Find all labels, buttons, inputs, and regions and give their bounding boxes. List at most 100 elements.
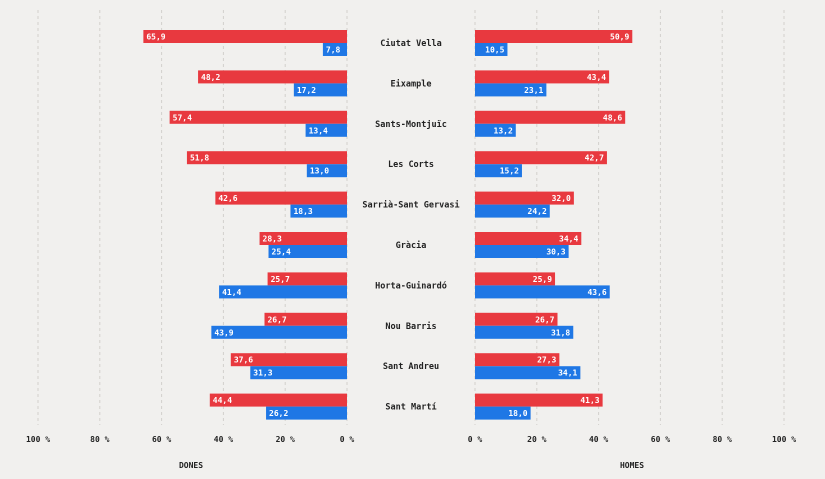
left-tick-label: 0 % xyxy=(340,435,355,444)
bar-right-blue-sant-marti xyxy=(475,406,531,420)
data-label-right-red-sant-marti: 41,3 xyxy=(580,396,599,405)
data-label-left-blue-les-corts: 13,0 xyxy=(310,167,329,176)
right-tick-label: 100 % xyxy=(772,435,796,444)
left-tick-label: 80 % xyxy=(90,435,109,444)
data-label-left-red-les-corts: 51,8 xyxy=(190,154,209,163)
data-label-left-blue-sant-andreu: 31,3 xyxy=(253,369,272,378)
data-label-right-red-nou-barris: 26,7 xyxy=(535,315,554,324)
bar-left-blue-les-corts xyxy=(306,164,347,178)
category-label-sants-montjuic: Sants-Montjuïc xyxy=(375,119,447,130)
left-tick-label: 60 % xyxy=(152,435,171,444)
data-label-left-red-sant-marti: 44,4 xyxy=(213,396,232,405)
bar-left-red-sants-montjuic xyxy=(169,110,347,124)
bars: 65,9 7,8 50,9 10,5 48,2 17,2 43,4 23,1 57,4 13,4 4… xyxy=(143,30,633,420)
category-label-ciutat-vella: Ciutat Vella xyxy=(380,38,441,49)
bar-right-blue-gracia xyxy=(475,245,569,258)
bar-right-red-sant-marti xyxy=(475,393,603,407)
data-label-left-red-horta-guinardo: 25,7 xyxy=(271,275,290,284)
bar-left-blue-horta-guinardo xyxy=(219,285,347,299)
data-label-right-blue-horta-guinardo: 43,6 xyxy=(587,288,606,297)
bar-right-red-nou-barris xyxy=(475,312,558,326)
data-label-right-blue-sants-montjuic: 13,2 xyxy=(494,126,513,135)
data-label-right-red-horta-guinardo: 25,9 xyxy=(533,275,552,284)
bar-right-blue-sants-montjuic xyxy=(475,123,516,137)
bar-right-red-les-corts xyxy=(475,151,607,165)
bar-right-blue-les-corts xyxy=(475,164,522,178)
data-label-right-red-les-corts: 42,7 xyxy=(585,154,604,163)
category-label-sarria-sant-gervasi: Sarrià-Sant Gervasi xyxy=(362,200,459,211)
bar-right-red-horta-guinardo xyxy=(475,272,556,286)
bar-left-red-eixample xyxy=(198,70,347,84)
data-label-left-red-nou-barris: 26,7 xyxy=(267,315,286,324)
bar-right-blue-sarria-sant-gervasi xyxy=(475,204,550,218)
data-label-right-blue-les-corts: 15,2 xyxy=(500,167,519,176)
data-label-left-red-gracia: 28,3 xyxy=(263,235,282,244)
data-label-left-red-sants-montjuic: 57,4 xyxy=(173,113,192,122)
bar-left-blue-sant-marti xyxy=(266,406,347,420)
data-label-right-blue-gracia: 30,3 xyxy=(546,248,565,257)
data-label-left-blue-sant-marti: 26,2 xyxy=(269,409,288,418)
data-label-right-blue-sant-marti: 18,0 xyxy=(508,409,527,418)
bar-right-blue-eixample xyxy=(475,83,547,97)
left-tick-label: 20 % xyxy=(276,435,295,444)
bar-left-red-sant-marti xyxy=(209,393,347,407)
right-tick-label: 20 % xyxy=(527,435,546,444)
bar-right-blue-ciutat-vella xyxy=(475,43,508,56)
data-label-left-blue-horta-guinardo: 41,4 xyxy=(222,288,241,297)
bar-left-blue-eixample xyxy=(293,83,347,97)
right-tick-label: 40 % xyxy=(589,435,608,444)
bar-left-red-horta-guinardo xyxy=(267,272,347,286)
category-label-sant-andreu: Sant Andreu xyxy=(383,362,439,372)
data-label-left-blue-gracia: 25,4 xyxy=(272,248,291,257)
data-label-right-blue-nou-barris: 31,8 xyxy=(551,328,570,337)
category-label-les-corts: Les Corts xyxy=(388,160,434,170)
data-label-right-red-sarria-sant-gervasi: 32,0 xyxy=(552,194,571,203)
left-tick-label: 40 % xyxy=(214,435,233,444)
left-tick-label: 100 % xyxy=(26,435,50,444)
bar-left-blue-ciutat-vella xyxy=(322,43,347,56)
right-tick-label: 0 % xyxy=(468,435,483,444)
right-tick-label: 80 % xyxy=(713,435,732,444)
bar-left-red-sant-andreu xyxy=(230,353,347,367)
bar-left-red-ciutat-vella xyxy=(143,30,347,43)
bar-right-blue-nou-barris xyxy=(475,325,574,339)
bar-left-red-sarria-sant-gervasi xyxy=(215,191,347,205)
bar-left-blue-sarria-sant-gervasi xyxy=(290,204,347,218)
bar-right-red-sant-andreu xyxy=(475,353,560,367)
data-label-left-blue-sarria-sant-gervasi: 18,3 xyxy=(293,207,312,216)
bar-right-red-eixample xyxy=(475,70,610,84)
x-axes: DONES HOMES 100 % 80 % 60 % 40 % 20 % 0 % 0 % 2… xyxy=(26,435,796,470)
data-label-left-blue-nou-barris: 43,9 xyxy=(214,328,233,337)
bar-right-red-gracia xyxy=(475,232,582,245)
data-label-left-blue-ciutat-vella: 7,8 xyxy=(326,46,341,55)
data-label-right-blue-sant-andreu: 34,1 xyxy=(558,369,577,378)
data-label-left-red-ciutat-vella: 65,9 xyxy=(146,33,165,42)
data-label-right-red-gracia: 34,4 xyxy=(559,235,578,244)
bar-right-red-sants-montjuic xyxy=(475,110,626,124)
category-label-horta-guinardo: Horta-Guinardó xyxy=(375,280,447,291)
bar-right-blue-sant-andreu xyxy=(475,366,581,380)
data-label-right-red-ciutat-vella: 50,9 xyxy=(610,33,629,42)
bar-left-red-les-corts xyxy=(186,151,347,165)
data-label-right-red-sants-montjuic: 48,6 xyxy=(603,113,622,122)
data-label-right-red-sant-andreu: 27,3 xyxy=(537,356,556,365)
bar-right-red-ciutat-vella xyxy=(475,30,633,43)
category-label-sant-marti: Sant Martí xyxy=(385,403,436,413)
data-label-right-blue-ciutat-vella: 10,5 xyxy=(485,46,504,55)
bar-left-blue-gracia xyxy=(268,245,347,258)
bar-left-blue-sants-montjuic xyxy=(305,123,347,137)
data-label-left-red-sant-andreu: 37,6 xyxy=(234,356,253,365)
bar-left-red-gracia xyxy=(259,232,347,245)
data-label-right-blue-eixample: 23,1 xyxy=(524,86,543,95)
bar-left-blue-nou-barris xyxy=(211,325,347,339)
data-label-left-red-eixample: 48,2 xyxy=(201,73,220,82)
category-labels: Ciutat Vella Eixample Sants-Montjuïc Les Co… xyxy=(362,38,459,413)
category-label-gracia: Gràcia xyxy=(396,240,427,251)
data-label-left-blue-eixample: 17,2 xyxy=(297,86,316,95)
bar-left-red-nou-barris xyxy=(264,312,347,326)
data-label-right-blue-sarria-sant-gervasi: 24,2 xyxy=(528,207,547,216)
data-label-left-red-sarria-sant-gervasi: 42,6 xyxy=(218,194,237,203)
bar-right-blue-horta-guinardo xyxy=(475,285,610,299)
category-label-eixample: Eixample xyxy=(391,78,432,89)
bar-right-red-sarria-sant-gervasi xyxy=(475,191,574,205)
